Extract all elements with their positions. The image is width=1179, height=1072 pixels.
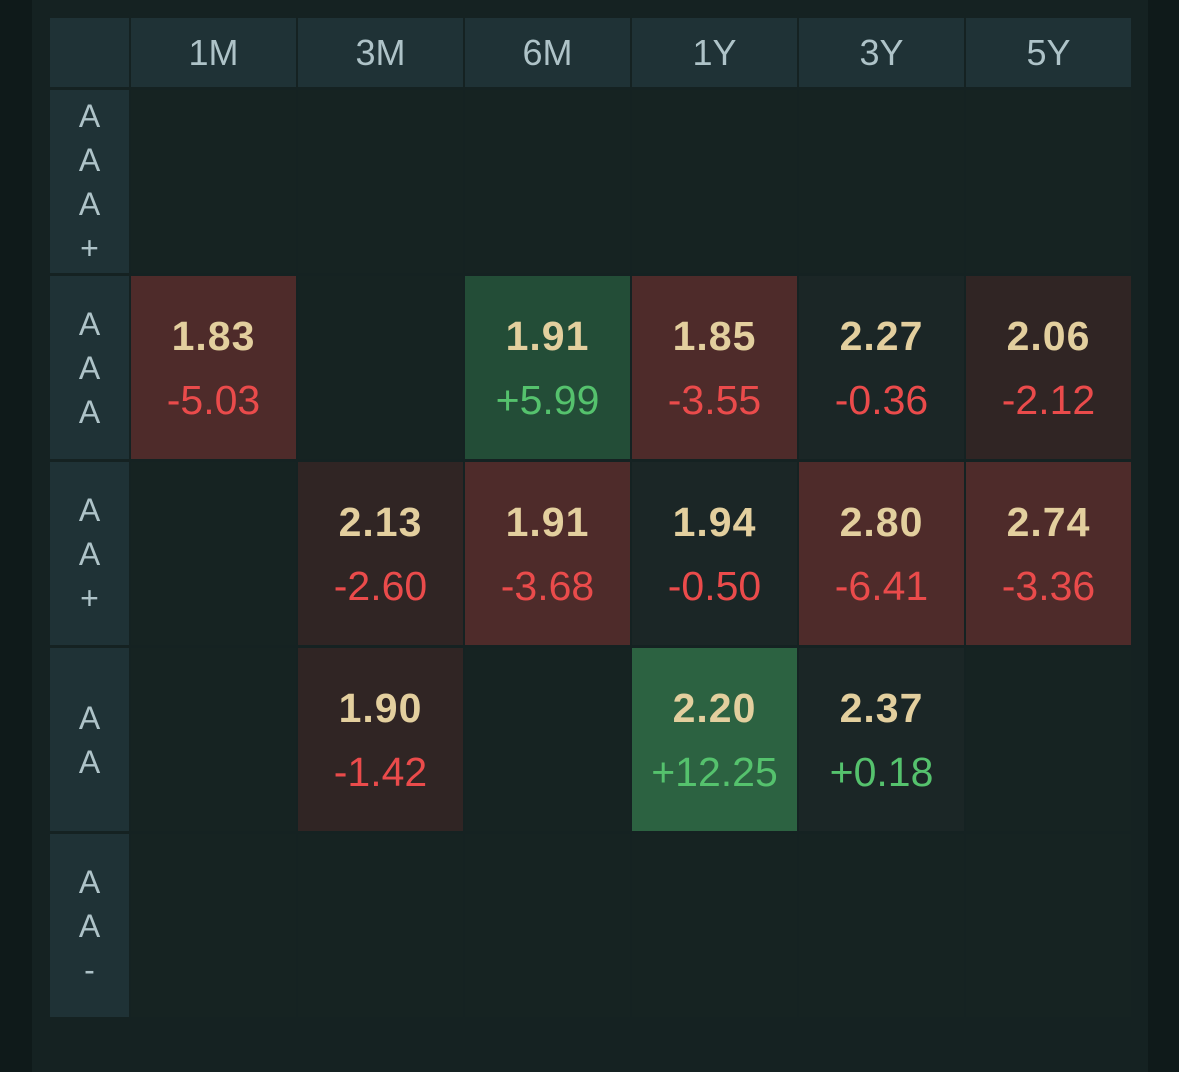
heatmap-cell-empty — [465, 648, 630, 831]
cell-yield: 1.83 — [171, 312, 256, 359]
cell-yield: 2.74 — [1006, 498, 1091, 545]
row-header-aaa[interactable]: A A A — [50, 276, 129, 459]
row-header-char: - — [84, 951, 95, 988]
cell-change: +5.99 — [495, 376, 600, 423]
heatmap-cell-aa-1y[interactable]: 2.20 +12.25 — [632, 648, 797, 831]
cell-yield: 1.85 — [672, 312, 757, 359]
heatmap-cell-aaa-5y[interactable]: 2.06 -2.12 — [966, 276, 1131, 459]
heatmap-cell-aaa-3y[interactable]: 2.27 -0.36 — [799, 276, 964, 459]
cell-yield: 2.06 — [1006, 312, 1091, 359]
heatmap-cell-empty — [632, 834, 797, 1017]
cell-yield: 2.20 — [672, 684, 757, 731]
cell-yield: 1.90 — [338, 684, 423, 731]
heatmap-cell-empty — [966, 648, 1131, 831]
heatmap-cell-empty — [131, 648, 296, 831]
heatmap-cell-aaa-1y[interactable]: 1.85 -3.55 — [632, 276, 797, 459]
cell-change: -0.36 — [834, 376, 929, 423]
row-header-char: A — [78, 185, 101, 222]
heatmap-cell-empty — [131, 834, 296, 1017]
grid-corner — [50, 18, 129, 87]
column-header-1y[interactable]: 1Y — [632, 18, 797, 87]
cell-change: -6.41 — [834, 562, 929, 609]
cell-yield: 2.27 — [839, 312, 924, 359]
row-header-char: A — [78, 907, 101, 944]
row-header-char: A — [78, 349, 101, 386]
row-header-char: + — [80, 229, 99, 266]
heatmap-cell-aaa-1m[interactable]: 1.83 -5.03 — [131, 276, 296, 459]
heatmap-cell-empty — [799, 834, 964, 1017]
row-header-char: A — [78, 535, 101, 572]
heatmap-cell-aa-plus-6m[interactable]: 1.91 -3.68 — [465, 462, 630, 645]
row-header-char: + — [80, 579, 99, 616]
cell-change: -3.36 — [1001, 562, 1096, 609]
column-header-3y[interactable]: 3Y — [799, 18, 964, 87]
heatmap-cell-empty — [465, 834, 630, 1017]
heatmap-cell-aa-plus-1y[interactable]: 1.94 -0.50 — [632, 462, 797, 645]
heatmap-cell-empty — [966, 834, 1131, 1017]
heatmap-cell-aa-3y[interactable]: 2.37 +0.18 — [799, 648, 964, 831]
column-header-5y[interactable]: 5Y — [966, 18, 1131, 87]
cell-change: -3.68 — [500, 562, 595, 609]
row-header-char: A — [78, 305, 101, 342]
cell-change: -5.03 — [166, 376, 261, 423]
heatmap-cell-aaa-6m[interactable]: 1.91 +5.99 — [465, 276, 630, 459]
cell-yield: 2.80 — [839, 498, 924, 545]
row-header-char: A — [78, 141, 101, 178]
heatmap-cell-empty — [298, 90, 463, 273]
row-header-aa[interactable]: A A — [50, 648, 129, 831]
row-header-char: A — [78, 491, 101, 528]
cell-yield: 1.91 — [505, 498, 590, 545]
cell-yield: 2.37 — [839, 684, 924, 731]
heatmap-cell-empty — [966, 90, 1131, 273]
cell-change: -3.55 — [667, 376, 762, 423]
heatmap-cell-empty — [799, 90, 964, 273]
cell-yield: 2.13 — [338, 498, 423, 545]
heatmap-cell-empty — [298, 834, 463, 1017]
heatmap-cell-aa-3m[interactable]: 1.90 -1.42 — [298, 648, 463, 831]
heatmap-cell-empty — [131, 90, 296, 273]
cell-change: -1.42 — [333, 748, 428, 795]
cell-change: -2.12 — [1001, 376, 1096, 423]
row-header-char: A — [78, 699, 101, 736]
heatmap-cell-empty — [298, 276, 463, 459]
heatmap-cell-aa-plus-5y[interactable]: 2.74 -3.36 — [966, 462, 1131, 645]
column-header-1m[interactable]: 1M — [131, 18, 296, 87]
cell-change: +0.18 — [829, 748, 934, 795]
row-header-char: A — [78, 97, 101, 134]
row-header-char: A — [78, 743, 101, 780]
cell-yield: 1.94 — [672, 498, 757, 545]
row-header-aa-plus[interactable]: A A + — [50, 462, 129, 645]
heatmap-cell-empty — [632, 90, 797, 273]
heatmap-cell-aa-plus-3m[interactable]: 2.13 -2.60 — [298, 462, 463, 645]
cell-yield: 1.91 — [505, 312, 590, 359]
row-header-char: A — [78, 863, 101, 900]
cell-change: -0.50 — [667, 562, 762, 609]
column-header-3m[interactable]: 3M — [298, 18, 463, 87]
row-header-aa-minus[interactable]: A A - — [50, 834, 129, 1017]
yield-heatmap-grid: 1M 3M 6M 1Y 3Y 5Y A A A + A A A 1.83 -5.… — [50, 18, 1131, 1017]
row-header-char: A — [78, 393, 101, 430]
heatmap-cell-empty — [131, 462, 296, 645]
heatmap-cell-empty — [465, 90, 630, 273]
heatmap-cell-aa-plus-3y[interactable]: 2.80 -6.41 — [799, 462, 964, 645]
cell-change: -2.60 — [333, 562, 428, 609]
row-header-aaa-plus[interactable]: A A A + — [50, 90, 129, 273]
cell-change: +12.25 — [651, 748, 778, 795]
column-header-6m[interactable]: 6M — [465, 18, 630, 87]
